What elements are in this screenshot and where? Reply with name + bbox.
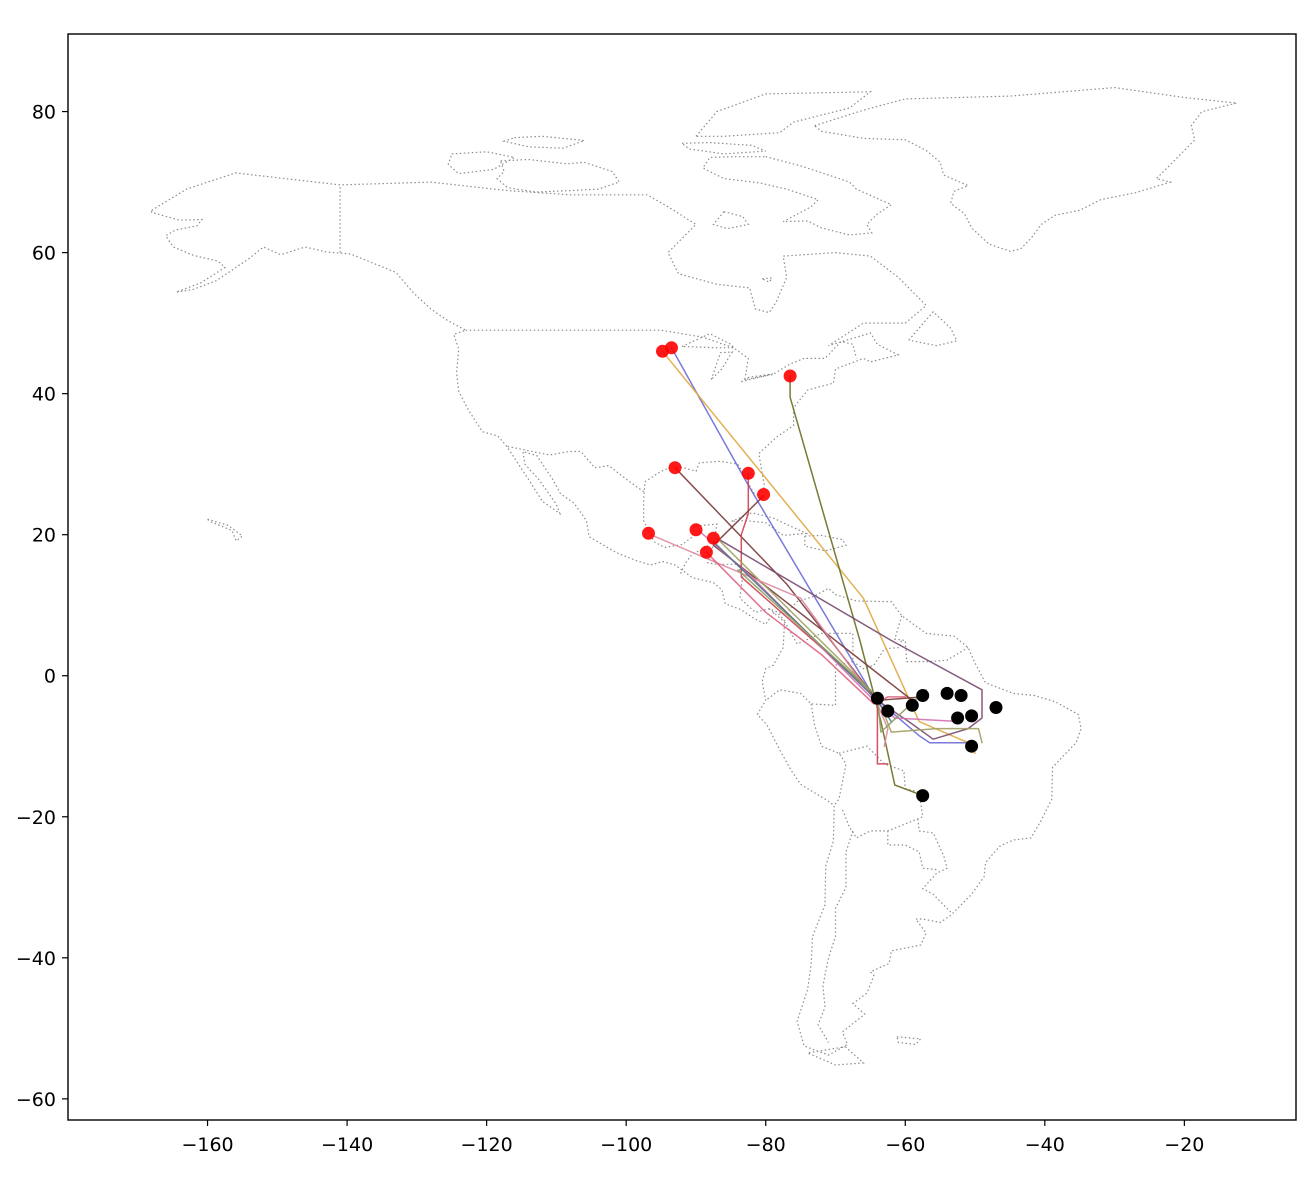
- start-point-2: [665, 341, 678, 355]
- x-tick-label: −100: [600, 1134, 652, 1156]
- end-point-11: [916, 789, 930, 803]
- coastline: [695, 91, 873, 137]
- coastline: [765, 608, 854, 706]
- track-line-4: [674, 466, 924, 702]
- x-tick-label: −60: [885, 1134, 925, 1156]
- coastline: [894, 615, 969, 663]
- y-tick-label: −20: [16, 807, 56, 829]
- coastline: [896, 1036, 922, 1046]
- track-line-1: [670, 347, 973, 744]
- coastline: [501, 135, 585, 149]
- coastline: [740, 373, 773, 383]
- track-line-3: [789, 375, 924, 797]
- coastline: [496, 158, 621, 193]
- coastline: [917, 818, 952, 913]
- coastline-outlines: [151, 86, 1237, 1066]
- x-tick-label: −20: [1164, 1134, 1204, 1156]
- track-line-8: [716, 537, 983, 744]
- end-point-7: [989, 701, 1003, 714]
- end-point-5: [940, 686, 954, 700]
- x-tick-label: −80: [746, 1134, 786, 1156]
- start-point-6: [757, 488, 771, 501]
- coastline: [838, 745, 924, 839]
- coastline: [908, 310, 958, 347]
- y-tick-label: 80: [32, 102, 56, 124]
- x-tick-label: −120: [461, 1134, 513, 1156]
- coastline: [805, 1046, 865, 1066]
- coastline: [710, 351, 734, 380]
- coastline: [681, 141, 766, 155]
- end-point-1: [870, 691, 884, 705]
- track-line-13: [737, 569, 927, 733]
- end-point-10: [965, 739, 979, 753]
- y-tick-label: 40: [32, 384, 56, 406]
- start-point-3: [783, 369, 797, 383]
- y-axis-ticks: 80 60 40 20 0 −20 −40 −60: [16, 102, 68, 1111]
- coastline: [507, 445, 647, 494]
- coastline: [817, 830, 854, 1043]
- start-point-5: [741, 466, 755, 480]
- coastline: [712, 211, 750, 230]
- y-tick-label: −60: [16, 1089, 56, 1111]
- coastline: [810, 703, 847, 806]
- start-point-4: [668, 461, 682, 475]
- track-line-11: [705, 551, 907, 705]
- axes-frame: [67, 33, 1297, 1121]
- coastline: [852, 638, 903, 670]
- coastline: [887, 830, 937, 871]
- start-point-10: [642, 526, 655, 540]
- location-markers: [642, 341, 1003, 803]
- y-tick-label: 0: [44, 666, 56, 688]
- coastline: [702, 156, 893, 236]
- end-point-6: [954, 689, 968, 702]
- y-tick-label: 20: [32, 525, 56, 547]
- coastline: [207, 518, 244, 542]
- y-tick-label: −40: [16, 948, 56, 970]
- start-point-7: [689, 523, 703, 537]
- end-point-9: [965, 709, 979, 723]
- x-tick-label: −160: [181, 1134, 233, 1156]
- coastline: [814, 86, 1237, 252]
- coastline: [761, 277, 774, 283]
- coastline: [804, 534, 847, 552]
- end-point-8: [951, 711, 965, 725]
- track-line-7: [716, 537, 983, 740]
- end-point-3: [905, 698, 919, 712]
- start-point-8: [706, 531, 720, 545]
- end-point-2: [881, 704, 895, 718]
- end-point-4: [916, 689, 930, 702]
- x-tick-label: −140: [321, 1134, 373, 1156]
- y-tick-label: 60: [32, 243, 56, 265]
- x-tick-label: −40: [1025, 1134, 1065, 1156]
- coastline: [681, 333, 736, 349]
- track-line-5: [740, 473, 889, 765]
- x-axis-ticks: −160 −140 −120 −100 −80 −60 −40 −20: [181, 1120, 1204, 1156]
- coastline: [447, 151, 517, 175]
- start-point-9: [699, 545, 713, 559]
- coastline: [731, 512, 809, 537]
- coastline: [151, 172, 1082, 1056]
